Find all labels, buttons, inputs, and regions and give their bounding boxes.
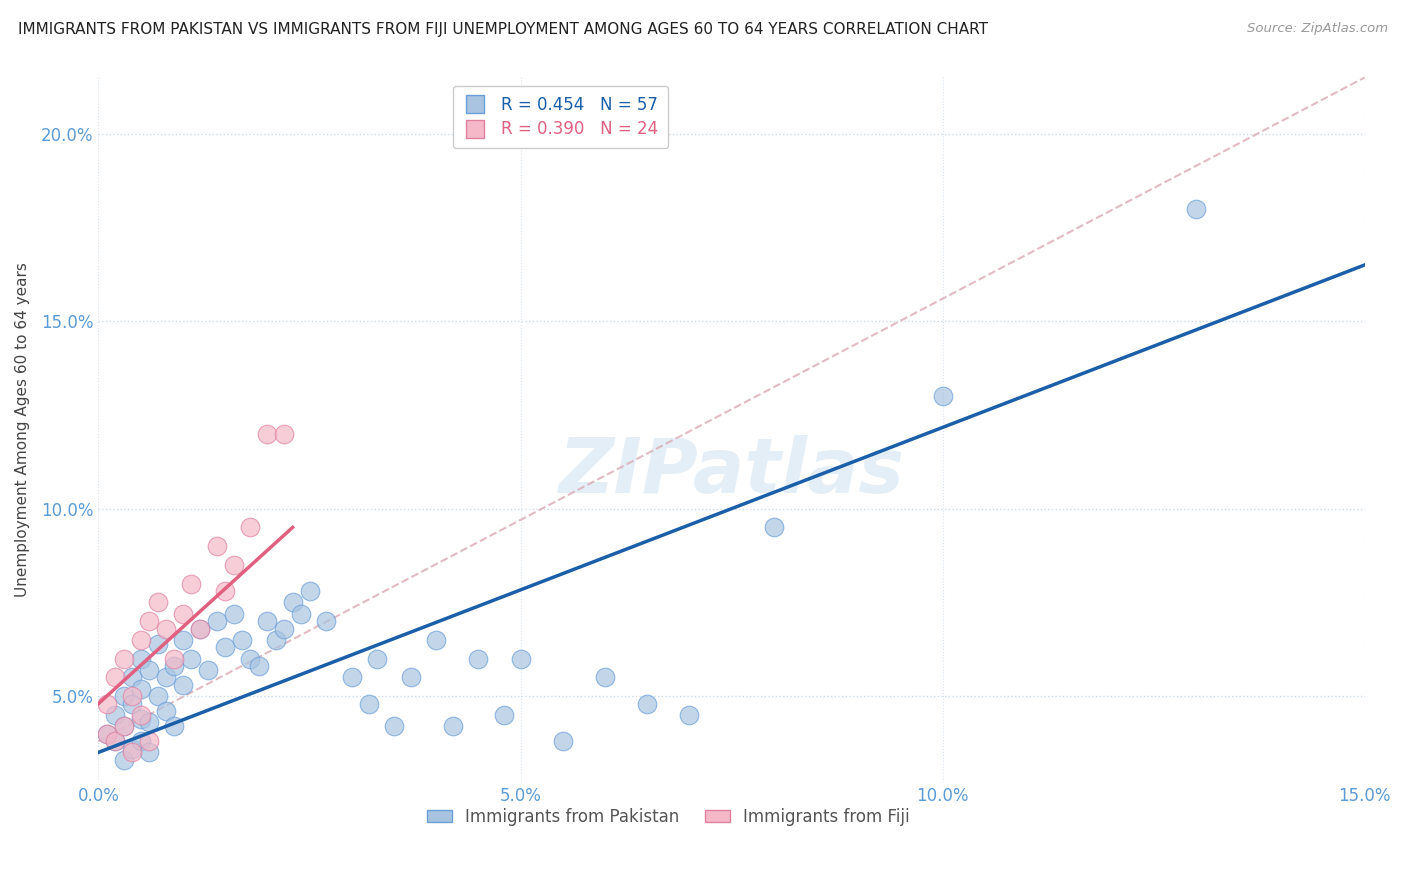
Point: [357, 697, 380, 711]
Point: [104, 734, 127, 748]
Point: [104, 707, 127, 722]
Point: [129, 707, 152, 722]
Text: Source: ZipAtlas.com: Source: ZipAtlas.com: [1247, 22, 1388, 36]
Point: [239, 520, 262, 534]
Point: [138, 614, 160, 628]
Point: [129, 734, 152, 748]
Point: [104, 670, 127, 684]
Point: [96, 726, 118, 740]
Point: [112, 753, 135, 767]
Point: [138, 663, 160, 677]
Point: [112, 689, 135, 703]
Point: [121, 697, 143, 711]
Y-axis label: Unemployment Among Ages 60 to 64 years: Unemployment Among Ages 60 to 64 years: [15, 262, 30, 598]
Point: [366, 651, 388, 665]
Point: [231, 632, 253, 647]
Point: [467, 651, 489, 665]
Point: [96, 726, 118, 740]
Point: [239, 651, 262, 665]
Point: [172, 678, 194, 692]
Point: [315, 614, 337, 628]
Point: [551, 734, 574, 748]
Point: [1185, 202, 1208, 216]
Text: ZIPatlas: ZIPatlas: [558, 435, 904, 509]
Point: [214, 584, 236, 599]
Point: [121, 745, 143, 759]
Point: [425, 632, 447, 647]
Point: [172, 632, 194, 647]
Point: [138, 745, 160, 759]
Point: [163, 719, 186, 733]
Point: [121, 670, 143, 684]
Point: [197, 663, 219, 677]
Point: [104, 734, 127, 748]
Point: [931, 389, 953, 403]
Point: [399, 670, 422, 684]
Point: [382, 719, 405, 733]
Point: [163, 659, 186, 673]
Point: [138, 734, 160, 748]
Point: [290, 607, 312, 621]
Point: [146, 637, 169, 651]
Point: [678, 707, 700, 722]
Point: [247, 659, 270, 673]
Point: [222, 558, 245, 572]
Text: IMMIGRANTS FROM PAKISTAN VS IMMIGRANTS FROM FIJI UNEMPLOYMENT AMONG AGES 60 TO 6: IMMIGRANTS FROM PAKISTAN VS IMMIGRANTS F…: [18, 22, 988, 37]
Point: [593, 670, 616, 684]
Point: [273, 622, 295, 636]
Point: [112, 651, 135, 665]
Point: [340, 670, 363, 684]
Point: [509, 651, 531, 665]
Point: [205, 539, 228, 553]
Point: [492, 707, 515, 722]
Point: [214, 640, 236, 655]
Point: [172, 607, 194, 621]
Point: [129, 651, 152, 665]
Point: [121, 689, 143, 703]
Point: [441, 719, 464, 733]
Point: [96, 697, 118, 711]
Point: [636, 697, 658, 711]
Point: [180, 576, 202, 591]
Point: [129, 681, 152, 696]
Point: [129, 632, 152, 647]
Point: [163, 651, 186, 665]
Point: [205, 614, 228, 628]
Point: [146, 689, 169, 703]
Point: [155, 670, 177, 684]
Point: [112, 719, 135, 733]
Point: [188, 622, 211, 636]
Point: [129, 712, 152, 726]
Point: [155, 622, 177, 636]
Point: [281, 595, 304, 609]
Point: [298, 584, 321, 599]
Point: [222, 607, 245, 621]
Point: [188, 622, 211, 636]
Legend: Immigrants from Pakistan, Immigrants from Fiji: Immigrants from Pakistan, Immigrants fro…: [419, 799, 918, 834]
Point: [155, 704, 177, 718]
Point: [146, 595, 169, 609]
Point: [273, 426, 295, 441]
Point: [256, 426, 278, 441]
Point: [112, 719, 135, 733]
Point: [264, 632, 287, 647]
Point: [762, 520, 785, 534]
Point: [180, 651, 202, 665]
Point: [138, 715, 160, 730]
Point: [256, 614, 278, 628]
Point: [121, 741, 143, 756]
